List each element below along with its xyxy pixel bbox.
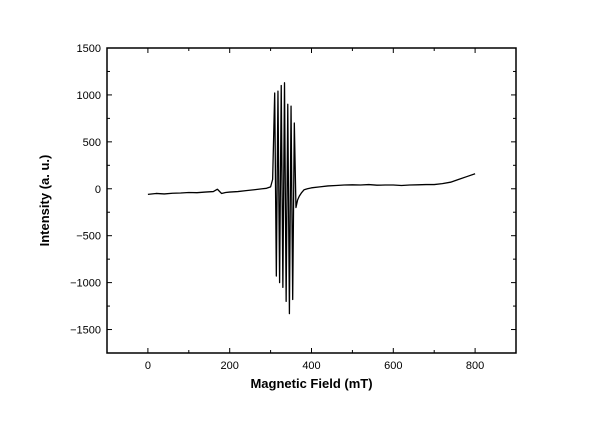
x-tick-label: 0 [145, 360, 151, 372]
plot-frame [106, 47, 517, 354]
y-tick-label: −500 [76, 231, 101, 243]
x-tick-label: 200 [221, 360, 239, 372]
y-tick-label: 1000 [77, 90, 101, 102]
y-tick-label: 500 [83, 137, 101, 149]
series-layer [147, 82, 476, 315]
x-tick-label: 600 [384, 360, 402, 372]
y-tick-label: −1000 [70, 278, 101, 290]
y-tick-label: 1500 [77, 43, 101, 55]
x-tick-label: 400 [302, 360, 320, 372]
axis-ticks: 0 200 400 600 800 −1500 −1000 −500 0 500 1000 1500 [70, 43, 517, 372]
x-tick-label: 800 [466, 360, 484, 372]
y-tick-label: −1500 [70, 325, 101, 337]
y-tick-label: 0 [95, 184, 101, 196]
x-axis-title: Magnetic Field (mT) [250, 376, 372, 391]
y-axis-title: Intensity (a. u.) [37, 155, 52, 247]
series-line-0 [147, 82, 476, 315]
